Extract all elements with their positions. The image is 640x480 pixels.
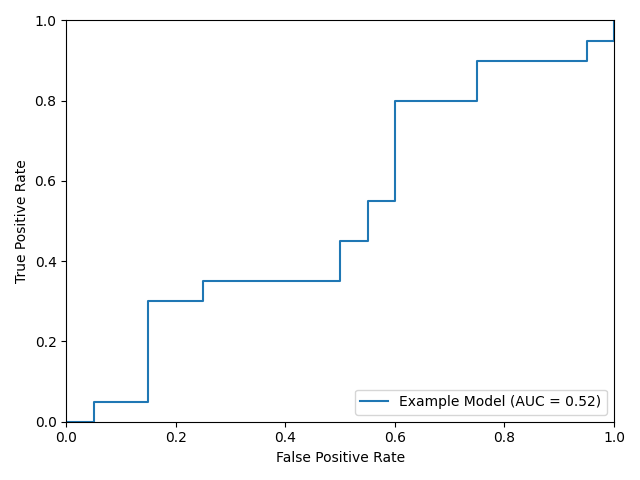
Example Model (AUC = 0.52) xyxy=(583,38,591,44)
Example Model (AUC = 0.52) xyxy=(227,278,234,284)
Example Model (AUC = 0.52) xyxy=(200,299,207,304)
Line: Example Model (AUC = 0.52): Example Model (AUC = 0.52) xyxy=(67,21,614,422)
Y-axis label: True Positive Rate: True Positive Rate xyxy=(15,159,29,283)
Example Model (AUC = 0.52) xyxy=(419,98,426,104)
Example Model (AUC = 0.52) xyxy=(145,338,152,344)
Example Model (AUC = 0.52) xyxy=(556,58,563,63)
Example Model (AUC = 0.52) xyxy=(145,379,152,384)
Example Model (AUC = 0.52) xyxy=(610,18,618,24)
Example Model (AUC = 0.52) xyxy=(446,98,454,104)
Example Model (AUC = 0.52) xyxy=(610,38,618,44)
Example Model (AUC = 0.52) xyxy=(364,198,371,204)
Example Model (AUC = 0.52) xyxy=(528,58,536,63)
Example Model (AUC = 0.52) xyxy=(364,238,371,244)
Example Model (AUC = 0.52) xyxy=(391,138,399,144)
Example Model (AUC = 0.52) xyxy=(336,278,344,284)
Example Model (AUC = 0.52) xyxy=(254,278,262,284)
Example Model (AUC = 0.52) xyxy=(282,278,289,284)
Example Model (AUC = 0.52) xyxy=(117,399,125,405)
Example Model (AUC = 0.52) xyxy=(473,98,481,104)
Example Model (AUC = 0.52) xyxy=(391,178,399,184)
Example Model (AUC = 0.52) xyxy=(145,359,152,364)
Example Model (AUC = 0.52) xyxy=(473,78,481,84)
Example Model (AUC = 0.52) xyxy=(391,118,399,124)
Example Model (AUC = 0.52) xyxy=(172,299,180,304)
Example Model (AUC = 0.52) xyxy=(500,58,508,63)
Example Model (AUC = 0.52) xyxy=(200,278,207,284)
Example Model (AUC = 0.52) xyxy=(145,319,152,324)
Example Model (AUC = 0.52) xyxy=(391,198,399,204)
Example Model (AUC = 0.52) xyxy=(391,98,399,104)
Example Model (AUC = 0.52) xyxy=(391,158,399,164)
Example Model (AUC = 0.52) xyxy=(336,258,344,264)
Example Model (AUC = 0.52) xyxy=(364,218,371,224)
Example Model (AUC = 0.52) xyxy=(63,419,70,425)
Example Model (AUC = 0.52) xyxy=(90,399,97,405)
Example Model (AUC = 0.52) xyxy=(583,58,591,63)
Example Model (AUC = 0.52) xyxy=(90,419,97,425)
Example Model (AUC = 0.52) xyxy=(336,238,344,244)
Example Model (AUC = 0.52) xyxy=(145,299,152,304)
Example Model (AUC = 0.52) xyxy=(309,278,317,284)
X-axis label: False Positive Rate: False Positive Rate xyxy=(276,451,404,465)
Example Model (AUC = 0.52) xyxy=(473,58,481,63)
Example Model (AUC = 0.52) xyxy=(145,399,152,405)
Legend: Example Model (AUC = 0.52): Example Model (AUC = 0.52) xyxy=(355,390,607,415)
